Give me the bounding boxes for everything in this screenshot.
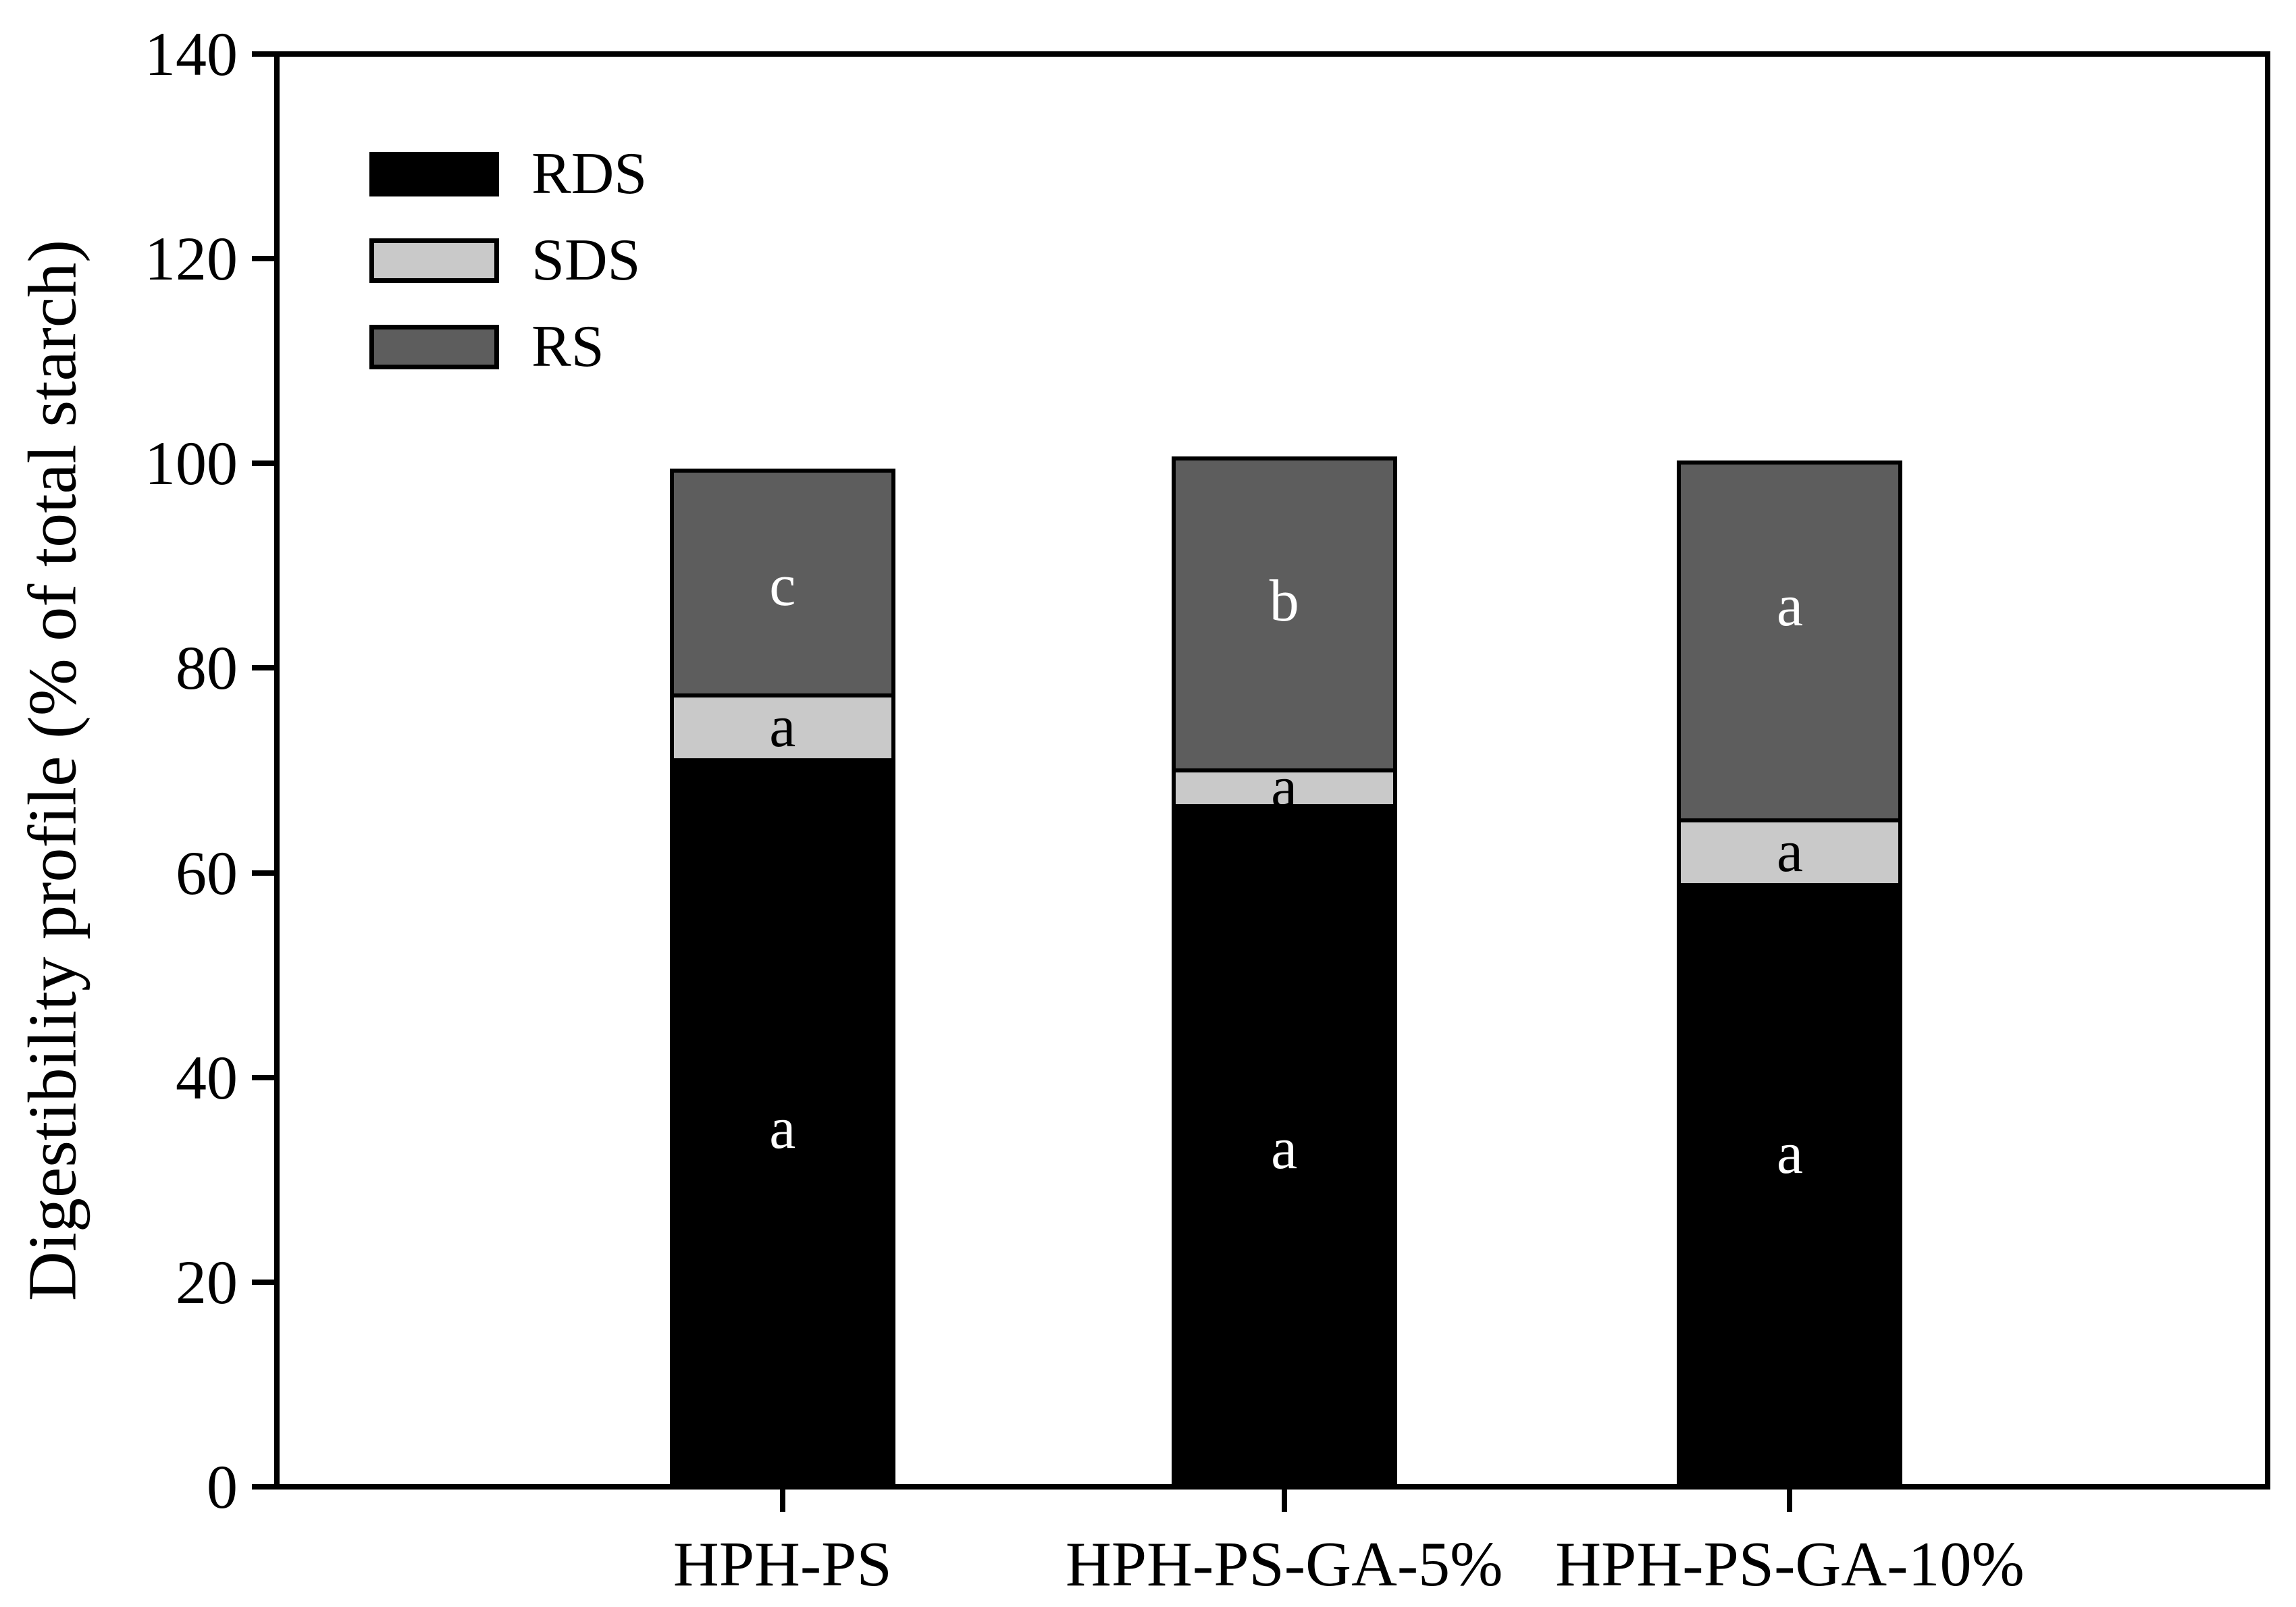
x-axis-tick (1281, 1490, 1287, 1512)
x-category-label: HPH-PS (673, 1529, 892, 1600)
y-axis-tick (252, 460, 274, 467)
significance-letter: a (1776, 819, 1803, 885)
significance-letter: a (1776, 573, 1803, 639)
legend-swatch-rds (369, 152, 499, 196)
legend-item-rds: RDS (369, 144, 647, 204)
y-axis-tick (252, 665, 274, 671)
legend-label: RS (531, 314, 604, 379)
bar-segment-rds (1171, 804, 1397, 1489)
y-tick-label: 140 (145, 20, 238, 88)
y-tick-label: 40 (176, 1043, 238, 1112)
y-tick-label: 80 (176, 633, 238, 703)
y-axis-title: Digestibility profile (% of total starch… (14, 239, 91, 1302)
bar-segment-rs (669, 468, 895, 698)
x-axis-tick (779, 1490, 785, 1512)
legend-item-sds: SDS (369, 231, 647, 290)
bar-segment-rs (1171, 456, 1397, 772)
legend-label: RDS (531, 141, 648, 207)
x-category-label: HPH-PS-GA-10% (1555, 1529, 2025, 1600)
y-axis-tick (252, 1279, 274, 1285)
y-axis-tick (252, 51, 274, 57)
bar-segment-rs (1677, 460, 1903, 823)
y-tick-label: 100 (145, 429, 238, 498)
legend-swatch-sds (369, 238, 499, 283)
y-tick-label: 20 (176, 1247, 238, 1317)
legend-item-rs: RS (369, 317, 647, 377)
significance-letter: a (1271, 1115, 1298, 1182)
significance-letter: b (1269, 568, 1299, 634)
significance-letter: a (769, 694, 796, 760)
y-axis-tick (252, 256, 274, 262)
significance-letter: c (769, 553, 796, 619)
y-axis-tick (252, 1074, 274, 1080)
x-category-label: HPH-PS-GA-5% (1065, 1529, 1503, 1600)
significance-letter: a (769, 1095, 796, 1161)
y-tick-label: 120 (145, 224, 238, 294)
legend-label: SDS (531, 228, 641, 293)
y-axis-tick (252, 870, 274, 876)
bar-segment-sds (669, 693, 895, 762)
significance-letter: a (1271, 754, 1298, 820)
bar-segment-rds (669, 758, 895, 1489)
significance-letter: a (1776, 1121, 1803, 1187)
y-tick-label: 0 (207, 1452, 238, 1521)
legend-swatch-rs (369, 325, 499, 369)
legend: RDS SDS RS (369, 144, 647, 404)
x-axis-tick (1787, 1490, 1793, 1512)
y-axis-tick (252, 1484, 274, 1490)
y-tick-label: 60 (176, 838, 238, 907)
